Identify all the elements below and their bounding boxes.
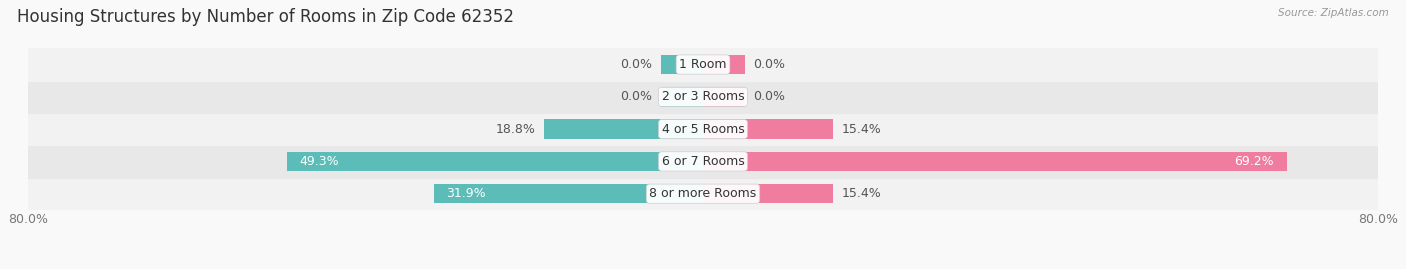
Bar xyxy=(661,87,703,107)
Text: Housing Structures by Number of Rooms in Zip Code 62352: Housing Structures by Number of Rooms in… xyxy=(17,8,513,26)
Text: 0.0%: 0.0% xyxy=(620,58,652,71)
Text: 69.2%: 69.2% xyxy=(1234,155,1274,168)
Bar xyxy=(544,119,703,139)
Bar xyxy=(703,184,832,203)
Text: 1 Room: 1 Room xyxy=(679,58,727,71)
Text: 18.8%: 18.8% xyxy=(496,123,536,136)
Bar xyxy=(703,87,745,107)
Text: Source: ZipAtlas.com: Source: ZipAtlas.com xyxy=(1278,8,1389,18)
Bar xyxy=(287,152,703,171)
Text: 8 or more Rooms: 8 or more Rooms xyxy=(650,187,756,200)
Bar xyxy=(28,48,1378,81)
Text: 2 or 3 Rooms: 2 or 3 Rooms xyxy=(662,90,744,103)
Bar xyxy=(28,178,1378,210)
Text: 0.0%: 0.0% xyxy=(754,58,786,71)
Bar xyxy=(661,55,703,74)
Bar xyxy=(703,119,832,139)
Text: 6 or 7 Rooms: 6 or 7 Rooms xyxy=(662,155,744,168)
Bar xyxy=(434,184,703,203)
Text: 15.4%: 15.4% xyxy=(841,123,882,136)
Text: 0.0%: 0.0% xyxy=(620,90,652,103)
Bar xyxy=(703,55,745,74)
Text: 31.9%: 31.9% xyxy=(447,187,486,200)
Bar xyxy=(28,113,1378,145)
Bar xyxy=(28,145,1378,178)
Bar xyxy=(703,152,1286,171)
Text: 4 or 5 Rooms: 4 or 5 Rooms xyxy=(662,123,744,136)
Text: 49.3%: 49.3% xyxy=(299,155,339,168)
Text: 0.0%: 0.0% xyxy=(754,90,786,103)
Bar xyxy=(28,81,1378,113)
Text: 15.4%: 15.4% xyxy=(841,187,882,200)
